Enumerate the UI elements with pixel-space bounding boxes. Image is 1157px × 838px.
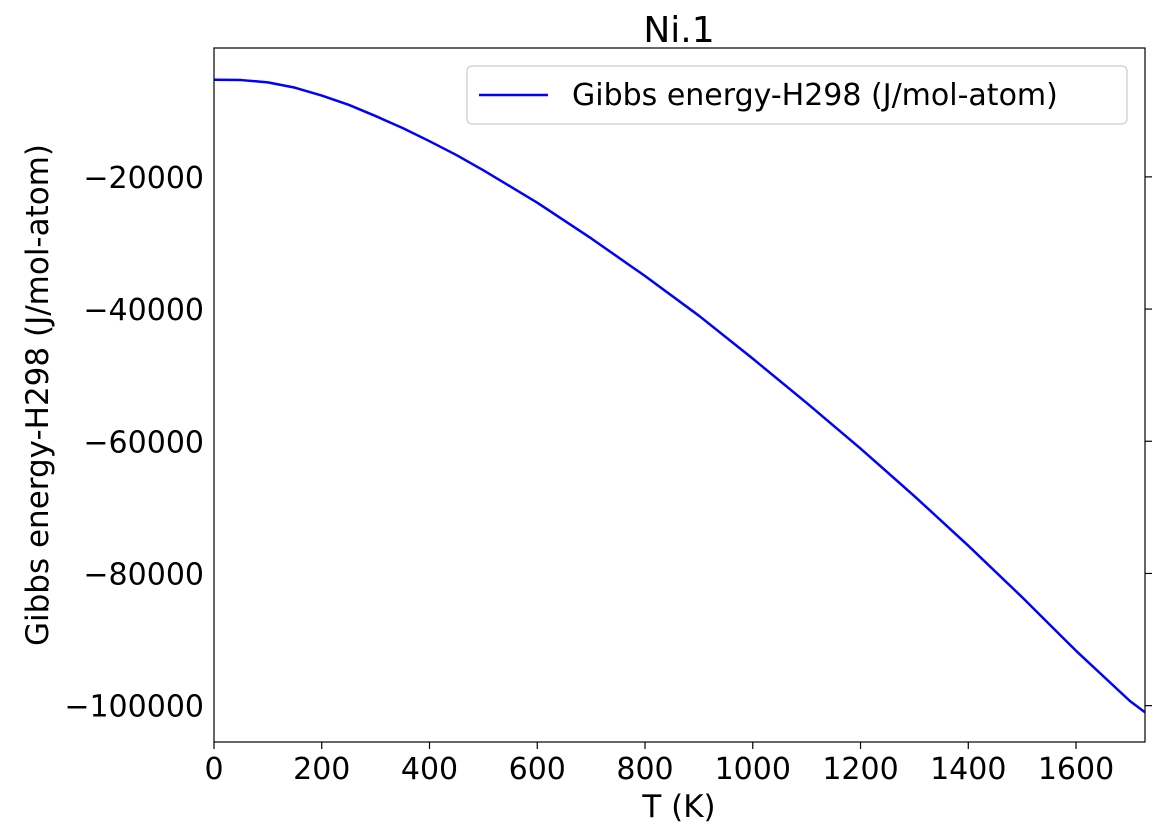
y-axis-label: Gibbs energy-H298 (J/mol-atom) bbox=[20, 144, 56, 646]
x-tick-label: 200 bbox=[293, 752, 350, 787]
x-tick-label: 1200 bbox=[822, 752, 898, 787]
x-tick-label: 0 bbox=[204, 752, 223, 787]
x-tick-label: 1000 bbox=[715, 752, 791, 787]
x-tick-label: 1600 bbox=[1038, 752, 1114, 787]
y-tick-label: −100000 bbox=[64, 690, 204, 725]
y-tick-label: −40000 bbox=[83, 293, 204, 328]
x-axis: 0 200 400 600 800 1000 1200 1400 1600 bbox=[204, 742, 1114, 787]
series-line-0 bbox=[213, 78, 1146, 714]
plot-frame bbox=[213, 47, 1146, 743]
y-tick-label: −20000 bbox=[83, 161, 204, 196]
y-tick-label: −80000 bbox=[83, 557, 204, 592]
legend-label: Gibbs energy-H298 (J/mol-atom) bbox=[572, 78, 1058, 113]
x-tick-label: 600 bbox=[509, 752, 566, 787]
y-axis: −20000 −40000 −60000 −80000 −100000 bbox=[64, 161, 1152, 725]
x-tick-label: 400 bbox=[401, 752, 458, 787]
x-tick-label: 1400 bbox=[930, 752, 1006, 787]
plot-area bbox=[213, 78, 1146, 714]
chart-title: Ni.1 bbox=[643, 10, 714, 51]
legend[interactable]: Gibbs energy-H298 (J/mol-atom) bbox=[466, 65, 1128, 125]
x-tick-label: 800 bbox=[616, 752, 673, 787]
y-tick-label: −60000 bbox=[83, 425, 204, 460]
x-axis-label: T (K) bbox=[641, 789, 715, 825]
legend-box bbox=[466, 65, 1128, 125]
